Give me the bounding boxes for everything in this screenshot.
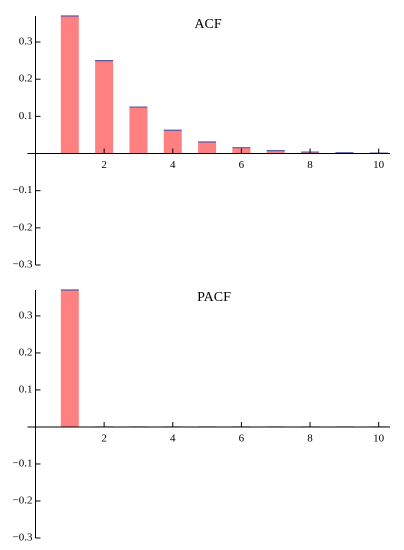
y-tick-label: −0.1 bbox=[13, 458, 33, 470]
y-tick-label: −0.3 bbox=[13, 532, 33, 544]
bar bbox=[129, 107, 148, 154]
chart-title: PACF bbox=[197, 290, 231, 305]
y-tick-label: 0.1 bbox=[19, 110, 33, 122]
bar bbox=[95, 60, 114, 154]
x-tick-label: 10 bbox=[373, 159, 385, 171]
x-tick-label: 4 bbox=[170, 159, 176, 171]
bar bbox=[163, 130, 182, 154]
bar bbox=[266, 150, 285, 154]
y-tick-label: 0.3 bbox=[19, 36, 33, 48]
x-tick-label: 8 bbox=[307, 432, 313, 444]
y-tick-label: −0.2 bbox=[13, 495, 33, 507]
x-tick-label: 4 bbox=[170, 432, 176, 444]
y-tick-label: −0.2 bbox=[13, 221, 33, 233]
x-tick-label: 6 bbox=[239, 159, 245, 171]
x-tick-label: 6 bbox=[239, 432, 245, 444]
bar bbox=[198, 141, 217, 154]
bar bbox=[60, 290, 79, 427]
x-tick-label: 10 bbox=[373, 432, 385, 444]
x-tick-label: 8 bbox=[307, 159, 313, 171]
y-tick-label: 0.2 bbox=[19, 346, 33, 358]
y-tick-label: 0.1 bbox=[19, 383, 33, 395]
y-tick-label: 0.3 bbox=[19, 309, 33, 321]
bar bbox=[60, 16, 79, 154]
x-tick-label: 2 bbox=[101, 432, 107, 444]
y-tick-label: −0.3 bbox=[13, 259, 33, 271]
y-tick-label: −0.1 bbox=[13, 184, 33, 196]
y-tick-label: 0.2 bbox=[19, 73, 33, 85]
x-tick-label: 2 bbox=[101, 159, 107, 171]
chart-title: ACF bbox=[194, 17, 221, 32]
